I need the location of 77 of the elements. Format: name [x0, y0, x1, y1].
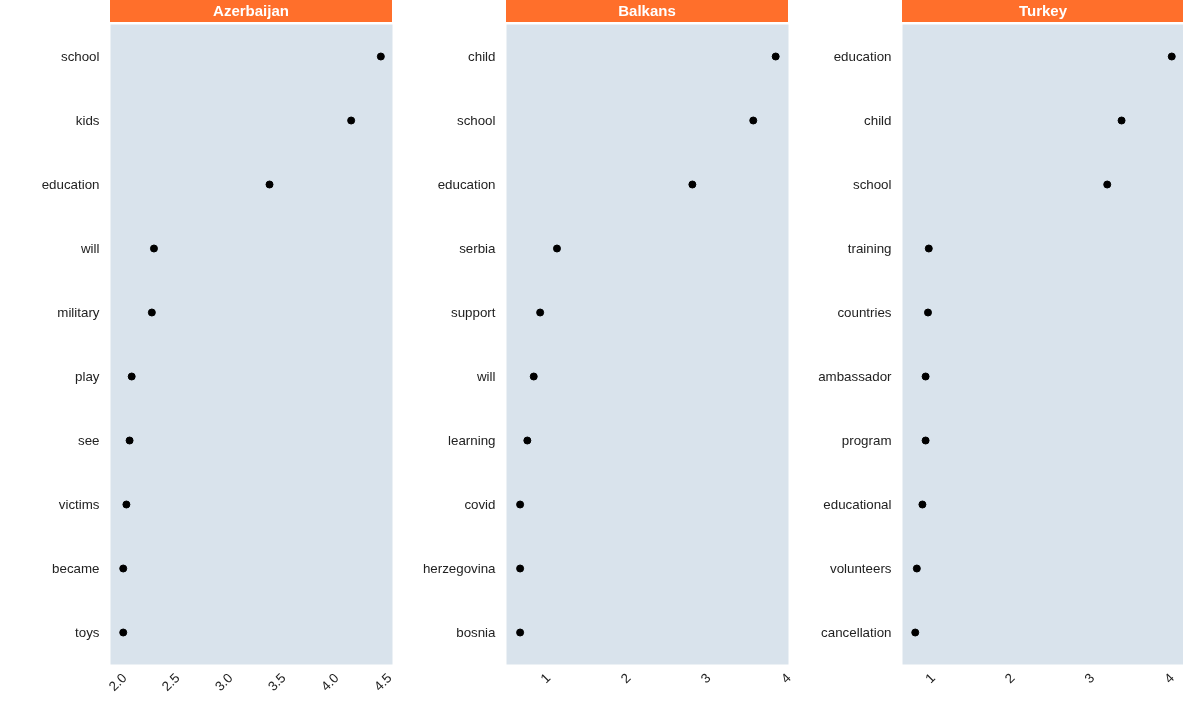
x-tick-label: 1 — [537, 670, 554, 687]
x-tick-label: 4 — [1161, 669, 1178, 687]
y-tick-label: program — [841, 433, 892, 448]
point — [122, 500, 131, 509]
y-tick-label: serbia — [459, 241, 497, 256]
y-tick-label: will — [79, 241, 100, 256]
y-tick-label: will — [475, 369, 496, 384]
y-tick-label: education — [833, 49, 892, 64]
point — [921, 436, 930, 445]
y-tick-label: school — [60, 49, 100, 64]
x-tick-label: 2.5 — [158, 670, 183, 694]
x-tick-label: 4.0 — [317, 670, 342, 694]
y-tick-label: child — [864, 113, 892, 128]
point — [918, 500, 927, 509]
point — [376, 52, 385, 61]
y-tick-label: learning — [448, 433, 496, 448]
point — [911, 628, 920, 637]
point — [529, 372, 538, 381]
y-tick-label: support — [451, 305, 496, 320]
x-tick-label: 2 — [617, 670, 634, 687]
point — [119, 628, 128, 637]
y-tick-label: covid — [464, 497, 496, 512]
y-tick-label: educational — [823, 497, 892, 512]
point — [924, 244, 933, 253]
point — [923, 308, 932, 317]
point — [265, 180, 274, 189]
x-tick-label: 2.0 — [105, 670, 130, 694]
point — [125, 436, 134, 445]
point — [1117, 116, 1126, 125]
y-tick-label: cancellation — [821, 625, 892, 640]
x-tick-label: 4 — [777, 669, 795, 687]
point — [516, 564, 525, 573]
y-tick-label: military — [57, 305, 100, 320]
point — [912, 564, 921, 573]
point — [536, 308, 545, 317]
point — [516, 500, 525, 509]
chart-title: Balkans — [618, 1, 676, 21]
point — [149, 244, 158, 253]
point — [552, 244, 561, 253]
point — [119, 564, 128, 573]
y-tick-label: kids — [75, 113, 100, 128]
point — [1103, 180, 1112, 189]
point — [147, 308, 156, 317]
x-tick-label: 3 — [1081, 670, 1098, 687]
point — [523, 436, 532, 445]
y-tick-label: ambassador — [818, 369, 893, 384]
x-tick-label: 3.5 — [264, 670, 289, 694]
point — [516, 628, 525, 637]
point — [749, 116, 758, 125]
x-tick-label: 4.5 — [370, 670, 395, 694]
point — [771, 52, 780, 61]
point — [688, 180, 697, 189]
point — [347, 116, 356, 125]
y-tick-label: play — [75, 369, 100, 384]
y-tick-label: education — [437, 177, 496, 192]
x-tick-label: 3 — [697, 670, 714, 687]
y-tick-label: volunteers — [830, 561, 892, 576]
y-tick-label: school — [852, 177, 892, 192]
y-tick-label: victims — [58, 497, 100, 512]
point — [1167, 52, 1176, 61]
x-tick-label: 1 — [922, 670, 939, 687]
y-tick-label: became — [52, 561, 100, 576]
point — [921, 372, 930, 381]
chart-title: Azerbaijan — [213, 1, 289, 21]
y-tick-label: bosnia — [456, 625, 497, 640]
y-tick-label: training — [847, 241, 892, 256]
y-tick-label: see — [78, 433, 100, 448]
y-tick-label: toys — [75, 625, 100, 640]
y-tick-label: countries — [837, 305, 892, 320]
chart-title: Turkey — [1018, 1, 1068, 21]
y-tick-label: child — [468, 49, 496, 64]
y-tick-label: school — [456, 113, 496, 128]
y-tick-label: herzegovina — [422, 561, 497, 576]
x-tick-label: 3.0 — [211, 670, 236, 694]
point — [127, 372, 136, 381]
y-tick-label: education — [41, 177, 100, 192]
x-tick-label: 2 — [1001, 670, 1018, 687]
